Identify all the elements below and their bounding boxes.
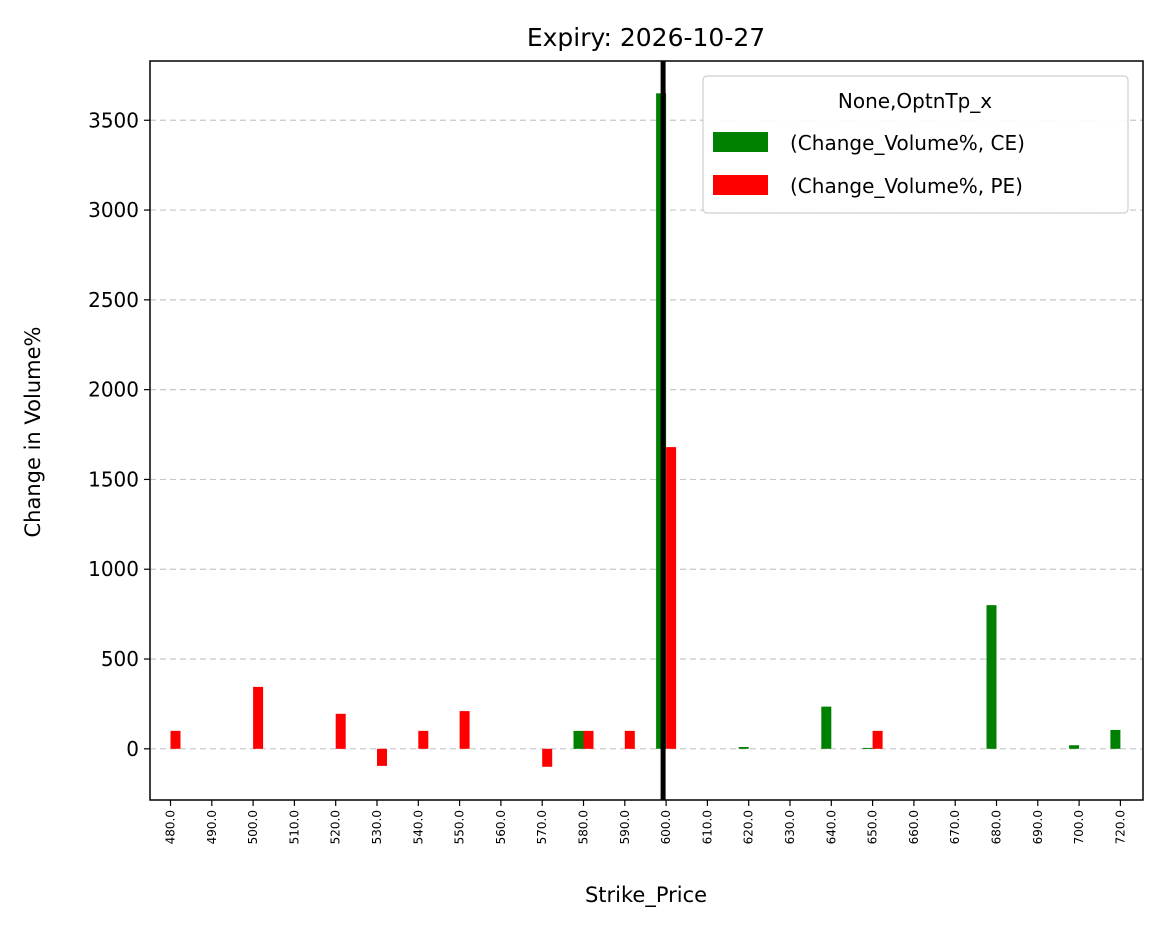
legend-frame [702, 75, 1129, 214]
grid-layer [150, 119, 1143, 750]
x-tick-label: 700.0 [1072, 810, 1086, 844]
x-tick-label: 520.0 [329, 810, 343, 844]
bar-ce [986, 605, 997, 749]
x-tick-label: 670.0 [948, 810, 962, 844]
y-tick-label: 3500 [88, 108, 139, 132]
y-tick-label: 500 [101, 647, 139, 671]
x-tick-label: 560.0 [494, 810, 508, 844]
x-tick-label: 490.0 [205, 810, 219, 844]
bar-pe [377, 748, 387, 766]
x-tick-label: 680.0 [990, 810, 1004, 844]
bar-pe [872, 730, 883, 749]
y-tick-label: 1500 [88, 467, 139, 491]
legend-label-ce: (Change_Volume%, CE) [790, 131, 1025, 155]
x-tick-label: 650.0 [866, 810, 880, 844]
bar-pe [170, 730, 181, 749]
plot-frame [149, 60, 1144, 801]
bar-pe [253, 686, 264, 749]
bar-pe [459, 711, 470, 749]
x-tick-label: 540.0 [411, 810, 425, 844]
x-tick-label: 630.0 [783, 810, 797, 844]
bar-pe [418, 730, 429, 749]
y-tick-label: 2500 [88, 288, 139, 312]
bar-ce [1110, 729, 1121, 749]
x-tick-label: 550.0 [453, 810, 467, 844]
x-tick-label: 580.0 [577, 810, 591, 844]
x-tick-label: 720.0 [1113, 810, 1127, 844]
x-tick-label: 620.0 [742, 810, 756, 844]
legend-label-pe: (Change_Volume%, PE) [790, 174, 1023, 198]
bar-ce [862, 747, 873, 749]
x-tick-label: 600.0 [659, 810, 673, 844]
x-tick-label: 480.0 [164, 810, 178, 844]
bar-pe [624, 730, 635, 749]
x-tick-label: 500.0 [246, 810, 260, 844]
y-tick-label: 2000 [88, 378, 139, 402]
bar-ce [1069, 745, 1080, 749]
legend-swatch-ce [713, 132, 768, 152]
bar-pe [666, 447, 677, 749]
legend-title: None,OptnTp_x [838, 89, 992, 113]
x-tick-label: 640.0 [824, 810, 838, 844]
x-tick-label: 530.0 [370, 810, 384, 844]
y-tick-label: 0 [126, 737, 139, 761]
chart-title: Expiry: 2026-10-27 [527, 23, 765, 52]
x-tick-label: 660.0 [907, 810, 921, 844]
x-axis: 480.0 490.0 500.0 510.0 520.0 530.0 540.0 550.0… [164, 800, 1127, 844]
legend-swatch-pe [713, 175, 768, 195]
bar-pe [335, 713, 346, 749]
x-tick-label: 590.0 [618, 810, 632, 844]
legend: None,OptnTp_x (Change_Volume%, CE) (Chan… [702, 75, 1129, 214]
x-tick-label: 570.0 [535, 810, 549, 844]
x-axis-title: Strike_Price [585, 883, 707, 908]
bar-pe [542, 748, 553, 767]
y-axis-title: Change in Volume% [21, 327, 45, 538]
x-tick-label: 510.0 [287, 810, 301, 844]
y-tick-label: 1000 [88, 557, 139, 581]
bar-ce [821, 706, 832, 749]
bar-ce [573, 730, 584, 749]
y-axis: 0 500 1000 1500 2000 2500 3000 3500 [88, 108, 150, 761]
bar-pe [583, 730, 594, 749]
bar-ce [738, 747, 749, 749]
y-tick-label: 3000 [88, 198, 139, 222]
x-tick-label: 610.0 [700, 810, 714, 844]
x-tick-label: 690.0 [1031, 810, 1045, 844]
